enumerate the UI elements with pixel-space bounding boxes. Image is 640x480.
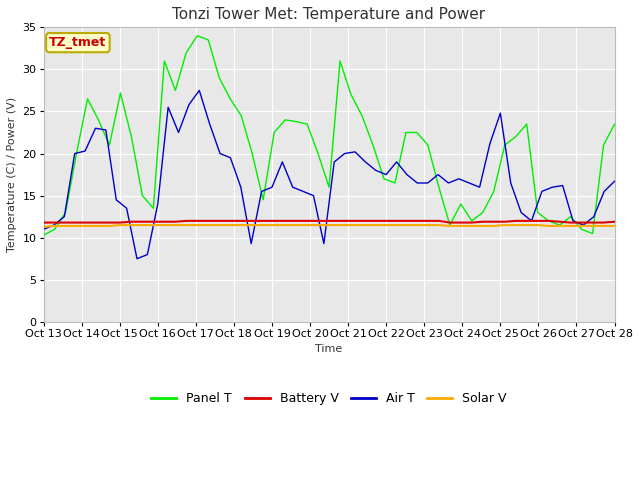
X-axis label: Time: Time	[316, 344, 342, 354]
Legend: Panel T, Battery V, Air T, Solar V: Panel T, Battery V, Air T, Solar V	[147, 387, 512, 410]
Text: TZ_tmet: TZ_tmet	[49, 36, 106, 49]
Y-axis label: Temperature (C) / Power (V): Temperature (C) / Power (V)	[7, 97, 17, 252]
Title: Tonzi Tower Met: Temperature and Power: Tonzi Tower Met: Temperature and Power	[173, 7, 486, 22]
